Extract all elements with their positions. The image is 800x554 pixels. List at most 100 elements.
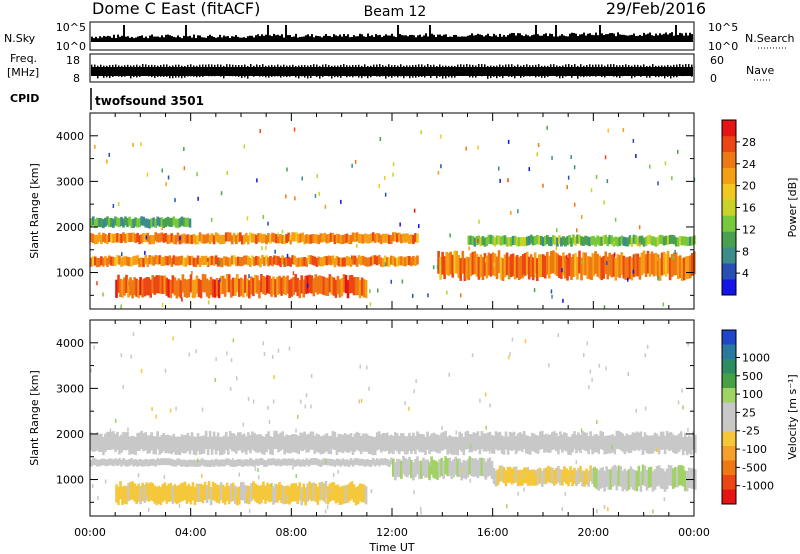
- y-tick-label: 2000: [56, 221, 84, 234]
- panel-frame: [89, 112, 695, 310]
- freq-strip: Freq. [MHz] 18 8 60 0 Nave: [7, 52, 774, 85]
- colorbar: 4 8 12 16 20 24 28 Power [dB]: [721, 119, 799, 296]
- colorbar-swatch: [722, 446, 736, 461]
- scatter-echoes: [94, 125, 696, 310]
- nsky-tick-bottom: 10^0: [56, 40, 86, 53]
- echo-band: [115, 273, 368, 299]
- colorbar-frame: [721, 329, 737, 505]
- colorbar-label: Velocity [m s⁻¹]: [786, 374, 799, 459]
- echo-band: [90, 216, 192, 229]
- colorbar-tick-label: 4: [742, 267, 749, 280]
- colorbar-tick-label: 100: [742, 388, 763, 401]
- colorbar-tick-label: 12: [742, 223, 756, 236]
- nsky-trace: [91, 25, 693, 42]
- power-panel: 1000 2000 3000 4000 Slant Range [km] 4 8 12 16 20…: [28, 112, 799, 310]
- freq-label-line2: [MHz]: [7, 66, 39, 79]
- colorbar-tick-label: 28: [742, 136, 756, 149]
- colorbar-tick-label: 24: [742, 158, 756, 171]
- echo-band: [90, 430, 697, 456]
- date-title: 29/Feb/2016: [606, 0, 706, 18]
- nave-label: Nave: [746, 64, 774, 77]
- x-tick-label: 12:00: [376, 526, 408, 539]
- nsky-label: N.Sky: [4, 32, 36, 45]
- colorbar-tick-label: 1000: [742, 351, 770, 364]
- x-tick-label: 08:00: [275, 526, 307, 539]
- colorbar-tick-label: -1000: [742, 480, 774, 493]
- freq-frame: [89, 53, 695, 83]
- nsearch-label: N.Search: [745, 32, 795, 45]
- y-tick-label: 1000: [56, 267, 84, 280]
- echo-band: [437, 250, 696, 281]
- cpid-value: twofsound 3501: [95, 94, 204, 108]
- y-axis-label: Slant Range [km]: [28, 370, 41, 466]
- echo-band: [90, 457, 393, 467]
- x-tick-label: 04:00: [175, 526, 207, 539]
- colorbar-swatch: [722, 120, 736, 137]
- echo-band: [115, 480, 368, 506]
- colorbar-tick-label: 16: [742, 202, 756, 215]
- y-tick-label: 3000: [56, 382, 84, 395]
- freq-label-line1: Freq.: [10, 52, 37, 65]
- freq-tick-top: 18: [66, 54, 80, 67]
- colorbar-swatch: [722, 247, 736, 264]
- colorbar-swatch: [722, 167, 736, 184]
- y-tick-label: 4000: [56, 130, 84, 143]
- colorbar-tick-label: -100: [742, 443, 767, 456]
- colorbar-swatch: [722, 279, 736, 296]
- colorbar-label: Power [dB]: [786, 178, 799, 238]
- freq-trace: [91, 64, 693, 79]
- echo-band: [90, 232, 419, 245]
- colorbar-swatch: [722, 183, 736, 200]
- y-tick-label: 1000: [56, 474, 84, 487]
- colorbar-swatch: [722, 135, 736, 153]
- colorbar-swatch: [722, 215, 736, 232]
- x-tick-label: 00:00: [678, 526, 710, 539]
- x-tick-label: 16:00: [477, 526, 509, 539]
- echo-band: [593, 464, 697, 492]
- colorbar-swatch: [722, 373, 736, 389]
- echo-band: [392, 456, 494, 481]
- range-time-data: [90, 216, 696, 299]
- colorbar-swatch: [722, 402, 736, 418]
- colorbar-tick-label: 25: [742, 406, 756, 419]
- nsky-tick-top: 10^5: [56, 21, 86, 34]
- freq-tick-bottom: 8: [73, 72, 80, 85]
- colorbar-swatch: [722, 359, 736, 374]
- colorbar: 1000 500 100 25 -25 -100 -500 -1000 Velocity [m …: [721, 329, 799, 505]
- echo-band: [492, 465, 596, 487]
- nsky-frame: [89, 21, 695, 51]
- cpid-label: CPID: [10, 92, 39, 105]
- scatter-echoes: [90, 332, 689, 515]
- colorbar-tick-label: -500: [742, 461, 767, 474]
- colorbar-swatch: [722, 263, 736, 280]
- colorbar-swatch: [722, 330, 736, 345]
- nave-tick-top: 60: [710, 54, 724, 67]
- colorbar-swatch: [722, 475, 736, 490]
- y-tick-label: 2000: [56, 428, 84, 441]
- y-tick-label: 4000: [56, 337, 84, 350]
- beam-title: Beam 12: [364, 4, 427, 20]
- colorbar-tick-label: -25: [742, 425, 760, 438]
- colorbar-swatch: [722, 489, 736, 505]
- range-time-data: [90, 430, 697, 506]
- nsearch-tick-bottom: 10^0: [708, 40, 738, 53]
- colorbar-tick-label: 20: [742, 180, 756, 193]
- station-title: Dome C East (fitACF): [92, 0, 260, 18]
- echo-band: [467, 234, 696, 247]
- y-axis-label: Slant Range [km]: [28, 163, 41, 259]
- colorbar-swatch: [722, 388, 736, 403]
- nsky-strip: N.Sky 10^5 10^0 10^5 10^0 N.Search: [4, 21, 795, 53]
- nave-tick-bottom: 0: [710, 72, 717, 85]
- nsearch-tick-top: 10^5: [708, 21, 738, 34]
- colorbar-swatch: [722, 231, 736, 248]
- colorbar-swatch: [722, 151, 736, 169]
- colorbar-swatch: [722, 460, 736, 476]
- colorbar-tick-label: 500: [742, 370, 763, 383]
- colorbar-swatch: [722, 344, 736, 360]
- x-tick-label: 00:00: [74, 526, 106, 539]
- echo-band: [90, 255, 419, 268]
- colorbar-swatch: [722, 417, 736, 432]
- y-tick-label: 3000: [56, 175, 84, 188]
